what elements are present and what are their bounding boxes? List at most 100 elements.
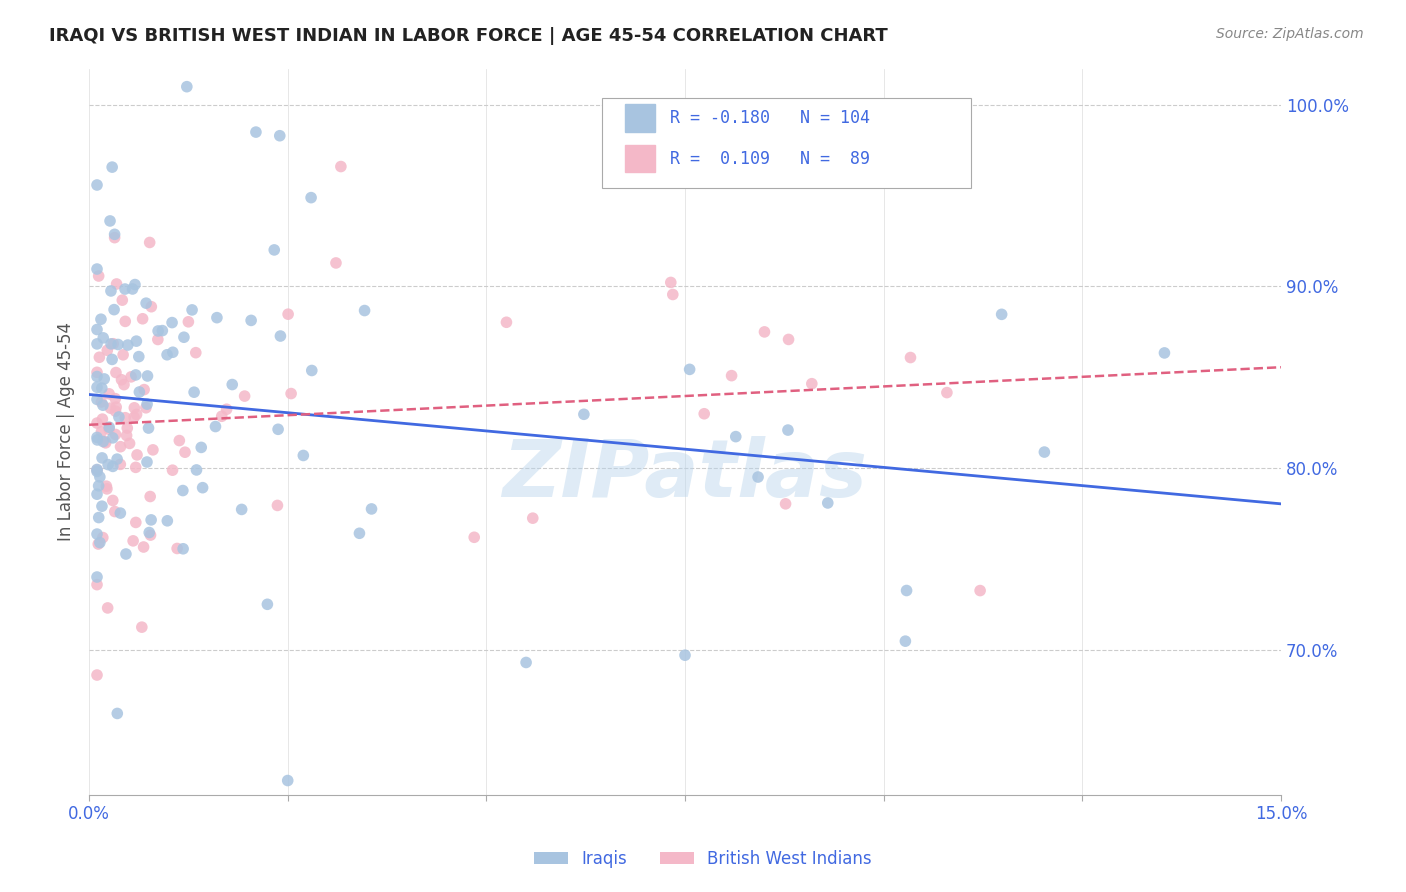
Point [817,496,839,510]
Point [128,384,150,399]
Text: IRAQI VS BRITISH WEST INDIAN IN LABOR FORCE | AGE 45-54 CORRELATION CHART: IRAQI VS BRITISH WEST INDIAN IN LABOR FO… [49,27,889,45]
Point [139,490,162,504]
Point [240,313,263,327]
Point [89,535,111,549]
Point [177,315,200,329]
Y-axis label: In Labor Force | Age 45-54: In Labor Force | Age 45-54 [58,322,75,541]
Point [121,282,143,296]
Point [86,380,108,394]
Point [134,383,156,397]
Point [215,402,238,417]
Point [86,369,108,384]
Point [135,401,157,415]
Point [91,531,114,545]
Bar [626,145,655,172]
Point [191,481,214,495]
Point [86,392,108,407]
Point [105,706,128,721]
Point [115,547,138,561]
Point [108,409,131,424]
Point [98,214,121,228]
Point [172,541,194,556]
Point [86,322,108,336]
Point [117,421,139,435]
Point [86,433,108,447]
Point [183,385,205,400]
Point [122,533,145,548]
Point [267,422,290,436]
Point [778,333,800,347]
Point [131,311,153,326]
Point [110,506,132,520]
Point [678,362,700,376]
Point [91,398,114,412]
Point [1153,346,1175,360]
Point [162,463,184,477]
Point [98,420,121,434]
Point [266,499,288,513]
Point [86,487,108,501]
Text: R = -0.180   N = 104: R = -0.180 N = 104 [669,109,869,127]
Point [136,455,159,469]
Point [86,416,108,430]
Point [205,310,228,325]
Point [186,463,208,477]
Point [172,483,194,498]
Point [124,277,146,292]
Point [86,430,108,444]
Point [136,369,159,384]
Point [100,401,122,416]
Point [91,331,114,345]
Point [131,620,153,634]
Point [114,314,136,328]
Point [86,577,108,591]
Point [110,440,132,454]
Point [125,368,148,382]
Point [87,510,110,524]
Point [86,463,108,477]
Point [662,287,685,301]
Point [299,191,322,205]
Point [96,482,118,496]
Point [103,302,125,317]
Point [110,373,132,387]
Point [114,410,136,425]
Point [125,408,148,422]
Point [105,452,128,467]
Point [86,570,108,584]
Point [301,363,323,377]
Point [86,668,108,682]
Point [277,773,299,788]
Point [90,312,112,326]
Point [181,302,204,317]
Point [90,381,112,395]
Point [89,351,111,365]
Point [122,410,145,425]
Point [263,243,285,257]
Text: ZIPatlas: ZIPatlas [502,436,868,515]
Point [292,449,315,463]
Point [463,530,485,544]
Point [125,516,148,530]
Text: Source: ZipAtlas.com: Source: ZipAtlas.com [1216,27,1364,41]
Point [120,369,142,384]
Point [150,324,173,338]
Point [125,448,148,462]
Point [104,505,127,519]
Point [114,282,136,296]
Point [91,450,114,465]
Point [141,300,163,314]
Point [221,377,243,392]
Point [156,348,179,362]
Point [360,502,382,516]
Point [86,462,108,476]
Point [112,377,135,392]
Point [211,409,233,424]
Point [118,436,141,450]
Point [269,329,291,343]
Point [325,256,347,270]
Point [747,470,769,484]
Point [233,389,256,403]
Point [139,513,162,527]
Point [90,395,112,409]
